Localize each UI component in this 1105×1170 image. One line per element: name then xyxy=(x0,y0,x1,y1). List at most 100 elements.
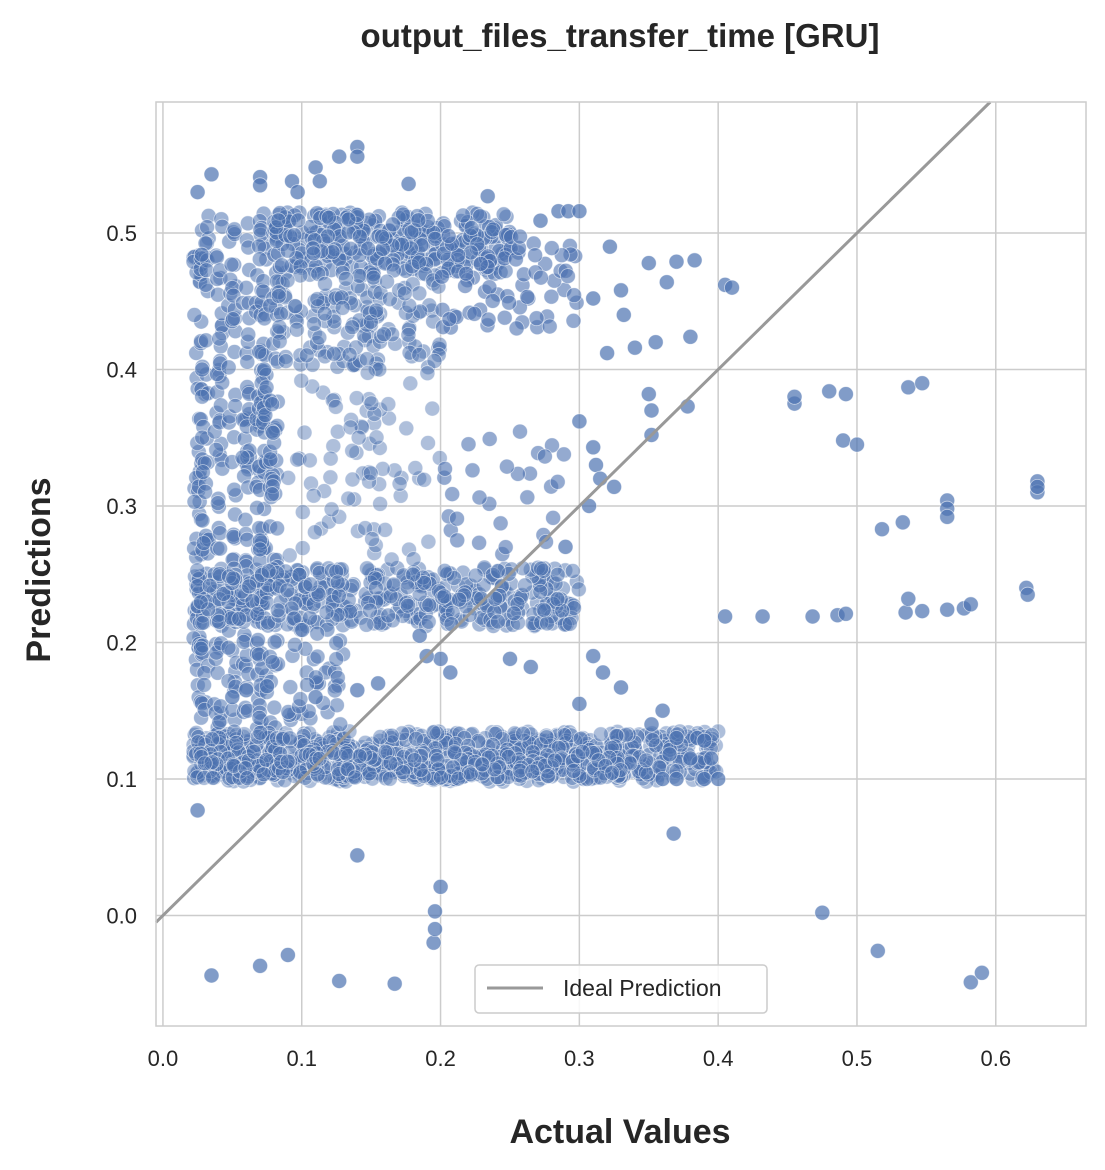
data-point xyxy=(481,279,498,296)
data-point xyxy=(330,587,347,604)
data-point xyxy=(269,520,286,537)
data-point xyxy=(358,616,375,633)
data-point xyxy=(537,448,553,465)
data-point xyxy=(486,761,503,778)
data-point xyxy=(273,305,289,322)
data-point xyxy=(198,332,214,349)
data-point xyxy=(962,596,979,613)
data-point xyxy=(835,432,851,449)
x-tick-label: 0.1 xyxy=(286,1046,317,1071)
data-point xyxy=(570,581,587,598)
data-point xyxy=(421,597,438,613)
data-point xyxy=(290,212,307,229)
data-point xyxy=(311,173,328,190)
data-point xyxy=(613,282,629,299)
data-point xyxy=(196,770,213,786)
data-point xyxy=(897,604,914,621)
data-point xyxy=(388,756,404,772)
data-point xyxy=(449,532,466,549)
data-point xyxy=(535,601,552,618)
data-point xyxy=(436,563,453,579)
data-point xyxy=(406,752,423,768)
data-point xyxy=(696,732,713,749)
data-point xyxy=(416,574,433,591)
data-point xyxy=(286,637,303,653)
data-point xyxy=(294,504,311,520)
data-point xyxy=(549,473,566,490)
data-point xyxy=(427,230,443,247)
data-point xyxy=(506,605,522,622)
data-point xyxy=(201,577,218,594)
data-point xyxy=(293,372,310,389)
data-point xyxy=(654,771,671,787)
data-point xyxy=(615,306,632,323)
data-point xyxy=(427,921,443,937)
data-point xyxy=(479,188,496,205)
data-point xyxy=(309,766,326,783)
data-point xyxy=(194,388,211,405)
data-point xyxy=(220,359,237,376)
data-point xyxy=(471,534,488,551)
data-point xyxy=(458,265,475,282)
data-point xyxy=(189,769,206,786)
data-point xyxy=(256,361,273,378)
data-point xyxy=(399,579,416,595)
data-point xyxy=(638,752,655,769)
data-point xyxy=(349,682,366,699)
data-point xyxy=(279,753,296,770)
x-axis-label: Actual Values xyxy=(509,1113,730,1151)
data-point xyxy=(319,228,336,245)
x-tick-label: 0.2 xyxy=(425,1046,456,1071)
data-point xyxy=(654,702,671,719)
data-point xyxy=(274,764,291,781)
data-point xyxy=(340,490,357,507)
data-point xyxy=(202,755,219,772)
data-point xyxy=(294,622,311,638)
data-point xyxy=(395,764,411,781)
data-point xyxy=(563,727,579,744)
data-point xyxy=(273,753,290,770)
data-point xyxy=(281,547,298,564)
data-point xyxy=(341,346,358,363)
data-point xyxy=(556,446,572,463)
data-point xyxy=(443,616,460,632)
data-point xyxy=(455,207,472,224)
data-point xyxy=(425,724,442,741)
data-point xyxy=(974,964,990,981)
data-point xyxy=(665,825,682,842)
data-point xyxy=(585,648,602,664)
data-point xyxy=(279,242,296,259)
data-point xyxy=(372,495,389,512)
data-point xyxy=(640,766,656,783)
data-point xyxy=(433,769,449,786)
data-point xyxy=(357,746,374,763)
data-point xyxy=(399,597,416,614)
data-point xyxy=(340,211,357,228)
data-point xyxy=(252,724,269,741)
data-point xyxy=(385,576,402,593)
data-point xyxy=(682,328,699,345)
y-tick-labels: 0.0 0.1 0.2 0.3 0.4 0.5 xyxy=(106,221,137,928)
data-point xyxy=(331,148,348,165)
data-point xyxy=(309,625,326,642)
data-point xyxy=(311,329,328,346)
data-point xyxy=(239,353,256,370)
data-point xyxy=(349,847,366,864)
data-point xyxy=(682,750,699,767)
data-point xyxy=(351,267,368,284)
data-point xyxy=(186,307,203,323)
data-point xyxy=(668,253,685,270)
data-point xyxy=(480,311,497,328)
data-point xyxy=(325,345,342,362)
data-point xyxy=(501,294,518,311)
x-tick-label: 0.6 xyxy=(980,1046,1011,1071)
data-point xyxy=(203,166,220,183)
data-point xyxy=(308,745,325,762)
data-point xyxy=(305,755,322,772)
y-axis-label: Predictions xyxy=(20,477,58,662)
data-point xyxy=(603,766,619,783)
data-point xyxy=(821,383,838,400)
data-point xyxy=(512,228,528,245)
data-point xyxy=(627,339,643,356)
data-point xyxy=(223,256,240,273)
